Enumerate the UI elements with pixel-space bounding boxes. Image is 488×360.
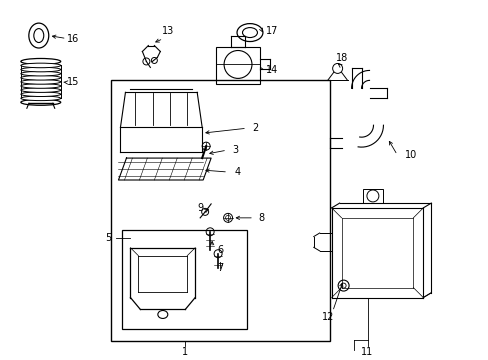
Ellipse shape bbox=[21, 71, 61, 76]
Text: 9: 9 bbox=[197, 203, 203, 213]
Bar bbox=[122, 230, 246, 329]
Ellipse shape bbox=[21, 88, 61, 93]
Text: 4: 4 bbox=[234, 167, 241, 177]
Text: 8: 8 bbox=[258, 213, 264, 223]
Text: 7: 7 bbox=[217, 263, 223, 273]
Bar bbox=[362, 189, 382, 203]
Ellipse shape bbox=[21, 92, 61, 96]
Text: 13: 13 bbox=[162, 26, 174, 36]
Text: 16: 16 bbox=[66, 33, 79, 44]
Text: 5: 5 bbox=[105, 233, 111, 243]
Text: 10: 10 bbox=[405, 150, 417, 160]
Text: 17: 17 bbox=[265, 26, 278, 36]
Text: 6: 6 bbox=[217, 245, 223, 255]
Ellipse shape bbox=[21, 67, 61, 72]
Text: 14: 14 bbox=[265, 66, 278, 76]
Ellipse shape bbox=[21, 96, 61, 100]
Ellipse shape bbox=[21, 84, 61, 88]
Ellipse shape bbox=[21, 80, 61, 84]
Text: 15: 15 bbox=[66, 77, 79, 87]
Text: 3: 3 bbox=[231, 145, 238, 155]
Text: 12: 12 bbox=[321, 312, 333, 323]
Text: 1: 1 bbox=[182, 347, 188, 357]
Bar bbox=[216, 46, 260, 84]
Bar bbox=[110, 80, 329, 341]
Text: 11: 11 bbox=[361, 347, 373, 357]
Ellipse shape bbox=[21, 63, 61, 68]
Ellipse shape bbox=[21, 76, 61, 80]
Text: 2: 2 bbox=[251, 123, 258, 133]
Text: 18: 18 bbox=[335, 54, 347, 63]
